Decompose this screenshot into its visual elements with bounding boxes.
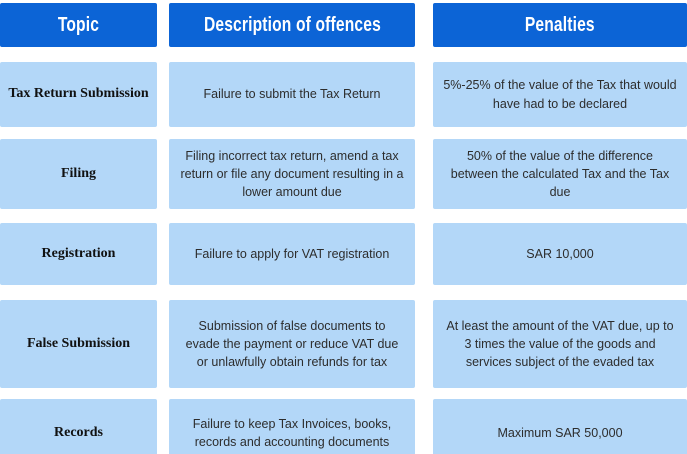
- penalty-cell: At least the amount of the VAT due, up t…: [433, 300, 687, 388]
- table-header-row: Topic Description of offences Penalties: [0, 3, 687, 47]
- penalty-cell: Maximum SAR 50,000: [433, 399, 687, 454]
- table-row: Registration Failure to apply for VAT re…: [0, 223, 687, 285]
- penalty-cell: SAR 10,000: [433, 223, 687, 285]
- table-row: Filing Filing incorrect tax return, amen…: [0, 139, 687, 209]
- topic-cell: Registration: [0, 223, 157, 285]
- description-cell: Failure to apply for VAT registration: [169, 223, 415, 285]
- description-cell: Failure to submit the Tax Return: [169, 62, 415, 127]
- description-cell: Failure to keep Tax Invoices, books, rec…: [169, 399, 415, 454]
- description-cell: Filing incorrect tax return, amend a tax…: [169, 139, 415, 209]
- header-label-topic: Topic: [57, 13, 100, 36]
- penalty-cell: 50% of the value of the difference betwe…: [433, 139, 687, 209]
- table-row: Tax Return Submission Failure to submit …: [0, 62, 687, 127]
- header-label-penalties: Penalties: [525, 13, 595, 36]
- penalty-cell: 5%-25% of the value of the Tax that woul…: [433, 62, 687, 127]
- topic-cell: Tax Return Submission: [0, 62, 157, 127]
- topic-cell: Filing: [0, 139, 157, 209]
- topic-cell: Records: [0, 399, 157, 454]
- table-row: False Submission Submission of false doc…: [0, 300, 687, 388]
- description-cell: Submission of false documents to evade t…: [169, 300, 415, 388]
- table-row: Records Failure to keep Tax Invoices, bo…: [0, 399, 687, 454]
- topic-cell: False Submission: [0, 300, 157, 388]
- header-label-description: Description of offences: [203, 13, 381, 36]
- header-cell-penalties: Penalties: [433, 3, 687, 47]
- header-cell-description: Description of offences: [169, 3, 415, 47]
- header-cell-topic: Topic: [0, 3, 157, 47]
